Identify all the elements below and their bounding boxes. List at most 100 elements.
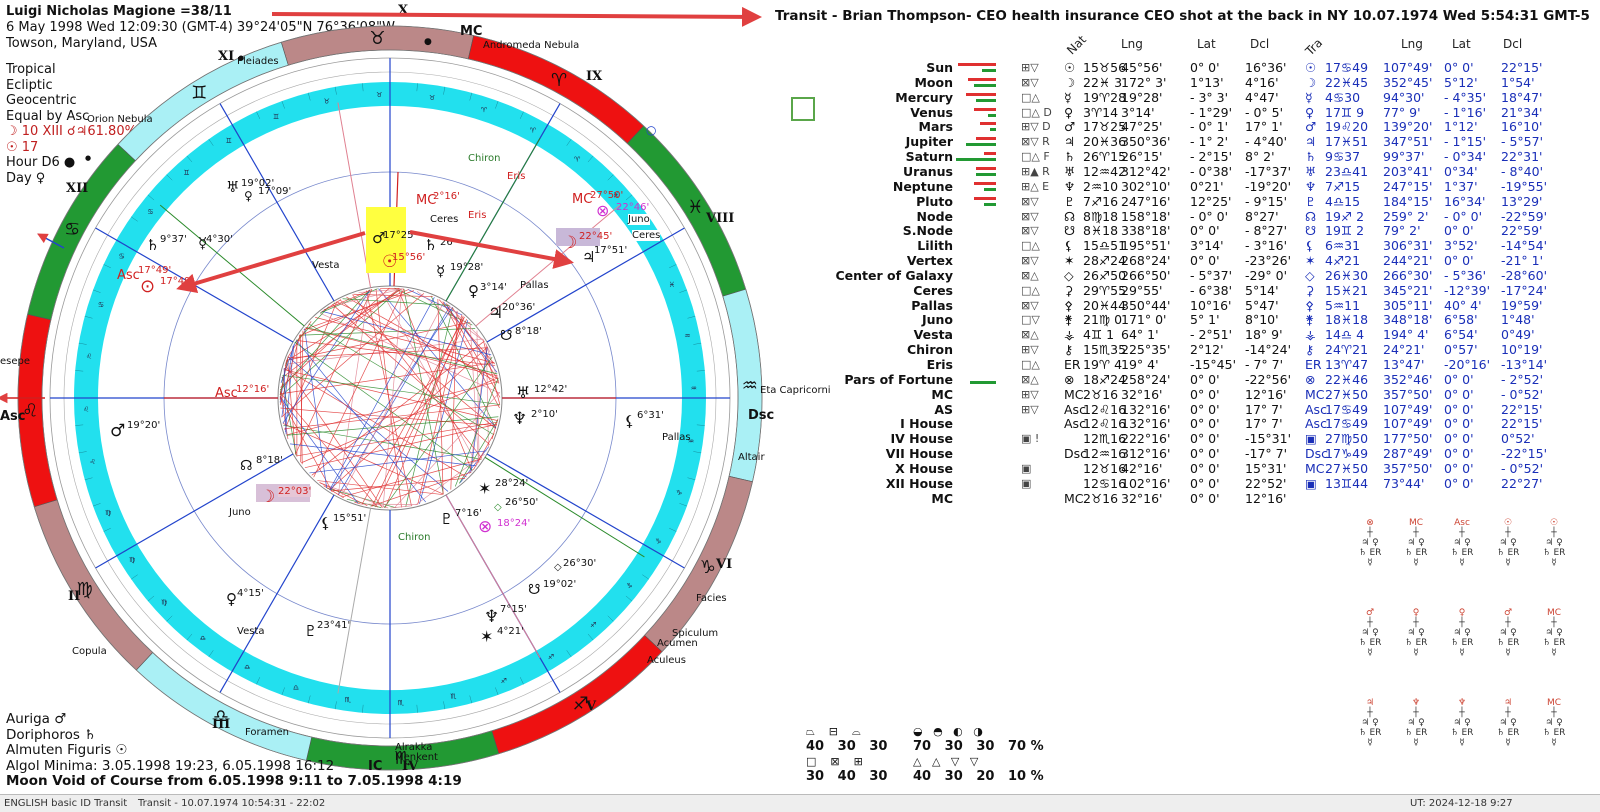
transit-position: 19♊ 2 <box>1325 223 1364 238</box>
transit-position: 13♊44 <box>1325 476 1368 491</box>
natal-longitude: 158°18' <box>1121 209 1170 224</box>
transit-symbol: ⚳ <box>1305 283 1314 298</box>
transit-declination: -21° 1' <box>1501 253 1543 268</box>
transit-declination: - 2°52' <box>1501 372 1543 387</box>
planet-name: VII House <box>808 446 953 461</box>
element-icons-1: ◒ ◓ ◐ ◑ <box>913 725 983 738</box>
natal-declination: -23°26' <box>1245 253 1291 268</box>
aspect-icons: ▣ <box>1021 476 1031 491</box>
planet-name: Jupiter <box>808 134 953 149</box>
natal-symbol: ⚷ <box>1064 342 1073 357</box>
planet-name: Mars <box>808 119 953 134</box>
natal-longitude: 45°56' <box>1121 60 1163 75</box>
natal-latitude: 0° 0' <box>1190 491 1220 506</box>
natal-longitude: 222°16' <box>1121 431 1170 446</box>
natal-position: 12♋16 <box>1083 476 1126 491</box>
natal-latitude: - 6°38' <box>1190 283 1232 298</box>
transit-symbol: ER <box>1305 357 1322 372</box>
transit-longitude: 352°46' <box>1383 372 1432 387</box>
natal-longitude: 3°14' <box>1121 105 1155 120</box>
natal-declination: - 9°15' <box>1245 194 1287 209</box>
transit-latitude: -20°16' <box>1444 357 1490 372</box>
transit-declination: -13°14' <box>1501 357 1547 372</box>
transit-latitude: 0° 0' <box>1444 402 1474 417</box>
natal-declination: 16°36' <box>1245 60 1287 75</box>
planet-name: Mercury <box>808 90 953 105</box>
dispositor-cell: ☉┼♃ ♀♄ ER☿ <box>1536 518 1572 568</box>
strength-bar <box>984 152 996 155</box>
transit-declination: 0°49' <box>1501 327 1535 342</box>
dispositor-cell: MC┼♃ ♀♄ ER☿ <box>1398 518 1434 568</box>
natal-longitude: 172° 3' <box>1121 75 1166 90</box>
transit-longitude: 357°50' <box>1383 461 1432 476</box>
natal-longitude: 247°16' <box>1121 194 1170 209</box>
transit-latitude: 16°34' <box>1444 194 1486 209</box>
natal-symbol: ♄ <box>1064 149 1075 164</box>
dispositor-cell: MC┼♃ ♀♄ ER☿ <box>1536 608 1572 658</box>
natal-declination: -15°31' <box>1245 431 1291 446</box>
aspect-icons: ▣ ! <box>1021 431 1039 446</box>
aspect-icons: ⊞▽ <box>1021 402 1039 417</box>
transit-position: 24♈21 <box>1325 342 1368 357</box>
dispositor-cell: Asc┼♃ ♀♄ ER☿ <box>1444 518 1480 568</box>
transit-latitude: 0° 0' <box>1444 476 1474 491</box>
transit-position: 22♓46 <box>1325 372 1368 387</box>
transit-latitude: 0° 0' <box>1444 431 1474 446</box>
natal-latitude: - 3° 3' <box>1190 90 1228 105</box>
transit-declination: -22°59' <box>1501 209 1547 224</box>
aspect-icons: ⊠△ <box>1021 268 1039 283</box>
natal-declination: 17° 7' <box>1245 416 1283 431</box>
planet-name: Eris <box>808 357 953 372</box>
aspect-icons: ⊠▽ <box>1021 209 1039 224</box>
transit-latitude: - 1°15' <box>1444 134 1486 149</box>
natal-symbol: ER <box>1064 357 1081 372</box>
transit-longitude: 107°49' <box>1383 60 1432 75</box>
element-values-1: 70 30 30 70 % <box>913 739 1044 754</box>
arrow-to-transit-moon <box>410 232 570 262</box>
natal-symbol: ⚳ <box>1064 283 1073 298</box>
transit-longitude: 99°37' <box>1383 149 1425 164</box>
natal-symbol: ♇ <box>1064 194 1075 209</box>
natal-declination: 5°47' <box>1245 298 1279 313</box>
planet-name: MC <box>808 491 953 506</box>
natal-position: 12♒42 <box>1083 164 1126 179</box>
natal-longitude: 302°10' <box>1121 179 1170 194</box>
transit-longitude: 203°41' <box>1383 164 1432 179</box>
transit-declination: -19°55' <box>1501 179 1547 194</box>
transit-longitude: 348°18' <box>1383 312 1432 327</box>
transit-longitude: 357°50' <box>1383 387 1432 402</box>
natal-longitude: 47°25' <box>1121 119 1163 134</box>
transit-symbol: ♃ <box>1305 134 1316 149</box>
transit-symbol: ♄ <box>1305 149 1316 164</box>
transit-position: 22♓45 <box>1325 75 1368 90</box>
transit-longitude: 287°49' <box>1383 446 1432 461</box>
natal-declination: -29° 0' <box>1245 268 1287 283</box>
element-summary: ⏢ ⊟ ⌓ ◒ ◓ ◐ ◑ 40 30 30 70 30 30 70 % □ ⊠… <box>806 725 1076 785</box>
transit-symbol: ♇ <box>1305 194 1316 209</box>
transit-latitude: 0°34' <box>1444 164 1478 179</box>
natal-longitude: 132°16' <box>1121 402 1170 417</box>
transit-latitude: - 0°34' <box>1444 149 1486 164</box>
natal-symbol: ⚴ <box>1064 298 1073 313</box>
transit-longitude: 107°49' <box>1383 402 1432 417</box>
natal-symbol: MC <box>1064 491 1084 506</box>
strength-bar <box>976 167 996 170</box>
natal-latitude: - 2°51' <box>1190 327 1232 342</box>
transit-symbol: Asc <box>1305 416 1327 431</box>
transit-position: 17♋49 <box>1325 402 1368 417</box>
transit-longitude: 77° 9' <box>1383 105 1421 120</box>
transit-position: 17♓51 <box>1325 134 1368 149</box>
transit-position: 18♓18 <box>1325 312 1368 327</box>
transit-latitude: 0° 0' <box>1444 416 1474 431</box>
transit-longitude: 259° 2' <box>1383 209 1428 224</box>
planet-name: Lilith <box>808 238 953 253</box>
natal-declination: - 0° 5' <box>1245 105 1283 120</box>
transit-longitude: 347°51' <box>1383 134 1432 149</box>
